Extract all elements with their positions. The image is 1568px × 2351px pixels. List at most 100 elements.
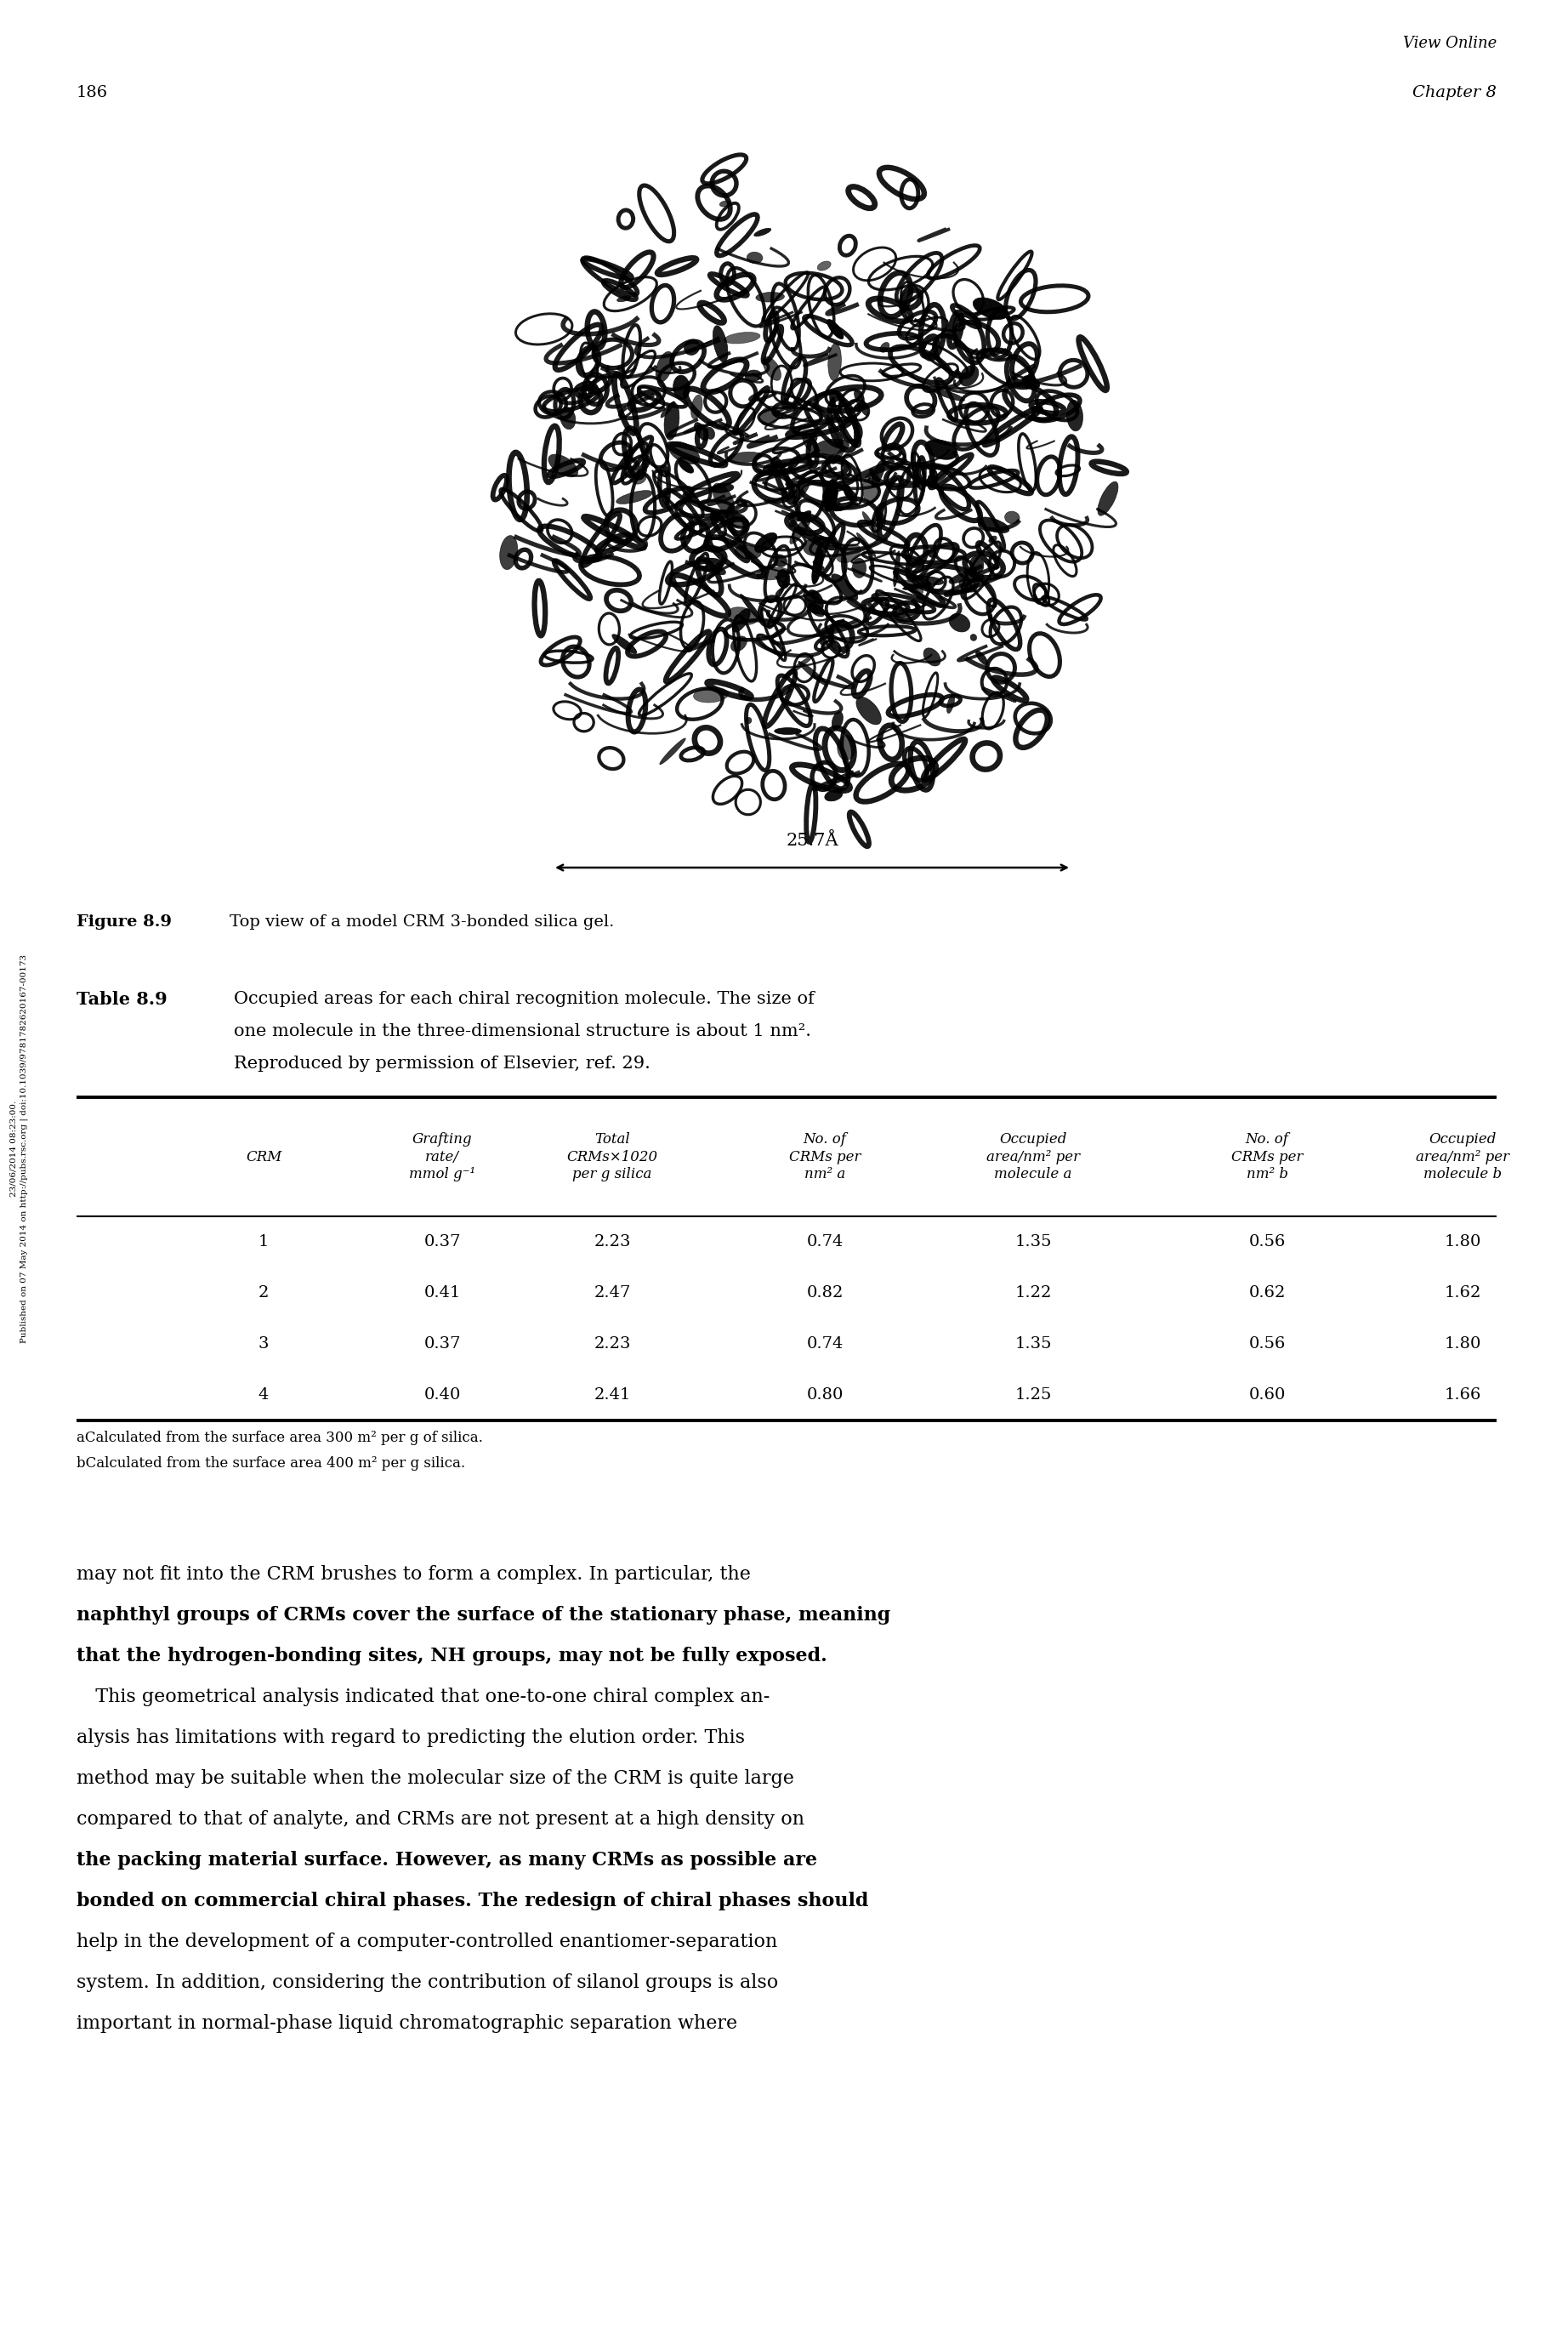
Ellipse shape (811, 607, 823, 616)
Text: 2.41: 2.41 (594, 1387, 630, 1404)
Text: 1.22: 1.22 (1014, 1286, 1052, 1300)
Ellipse shape (974, 299, 1008, 320)
Ellipse shape (836, 543, 861, 562)
Ellipse shape (1066, 400, 1083, 430)
Ellipse shape (668, 442, 699, 463)
Ellipse shape (673, 376, 690, 400)
Text: 0.82: 0.82 (806, 1286, 844, 1300)
Ellipse shape (684, 339, 699, 355)
Ellipse shape (814, 440, 848, 454)
Ellipse shape (754, 228, 771, 237)
Ellipse shape (740, 595, 762, 621)
Ellipse shape (612, 635, 637, 654)
Text: 186: 186 (77, 85, 108, 101)
Ellipse shape (764, 357, 781, 381)
Text: 23/06/2014 08:23:00.
Published on 07 May 2014 on http://pubs.rsc.org | doi:10.10: 23/06/2014 08:23:00. Published on 07 May… (9, 955, 28, 1342)
Ellipse shape (949, 614, 971, 632)
Text: 2: 2 (259, 1286, 268, 1300)
Text: 1.66: 1.66 (1444, 1387, 1482, 1404)
Ellipse shape (693, 686, 729, 703)
Ellipse shape (877, 513, 886, 527)
Ellipse shape (975, 651, 988, 665)
Ellipse shape (759, 407, 779, 426)
Text: Table 8.9: Table 8.9 (77, 990, 168, 1009)
Ellipse shape (691, 395, 702, 418)
Text: No. of
CRMs per
nm² a: No. of CRMs per nm² a (789, 1131, 861, 1183)
Ellipse shape (746, 252, 762, 263)
Ellipse shape (732, 609, 750, 632)
Ellipse shape (782, 656, 814, 677)
Ellipse shape (773, 555, 787, 567)
Ellipse shape (630, 470, 646, 484)
Text: 1.80: 1.80 (1444, 1234, 1482, 1248)
Ellipse shape (665, 402, 679, 440)
Text: the packing material surface. However, as many CRMs as possible are: the packing material surface. However, a… (77, 1850, 817, 1869)
Ellipse shape (616, 491, 652, 503)
Ellipse shape (793, 484, 809, 503)
Ellipse shape (837, 736, 856, 759)
Text: naphthyl groups of CRMs cover the surface of the stationary phase, meaning: naphthyl groups of CRMs cover the surfac… (77, 1606, 891, 1625)
Text: alysis has limitations with regard to predicting the elution order. This: alysis has limitations with regard to pr… (77, 1728, 745, 1747)
Ellipse shape (728, 451, 762, 463)
Text: 1.62: 1.62 (1444, 1286, 1482, 1300)
Ellipse shape (844, 484, 853, 501)
Ellipse shape (735, 545, 760, 560)
Ellipse shape (856, 534, 875, 557)
Ellipse shape (706, 428, 715, 440)
Ellipse shape (809, 433, 817, 442)
Ellipse shape (971, 557, 983, 574)
Ellipse shape (828, 343, 842, 381)
Text: Figure 8.9: Figure 8.9 (77, 915, 172, 929)
Ellipse shape (853, 557, 866, 578)
Text: one molecule in the three-dimensional structure is about 1 nm².: one molecule in the three-dimensional st… (234, 1023, 811, 1039)
Text: View Online: View Online (1403, 35, 1496, 52)
Ellipse shape (927, 550, 936, 557)
Ellipse shape (855, 390, 869, 416)
Text: 2.23: 2.23 (594, 1335, 630, 1352)
Text: 1.35: 1.35 (1014, 1234, 1052, 1248)
Text: 1.35: 1.35 (1014, 1335, 1052, 1352)
Ellipse shape (989, 536, 997, 543)
Ellipse shape (833, 712, 844, 729)
Ellipse shape (828, 320, 844, 339)
Ellipse shape (500, 536, 517, 569)
Ellipse shape (823, 480, 837, 513)
Ellipse shape (817, 261, 831, 270)
Ellipse shape (811, 590, 818, 600)
Ellipse shape (776, 569, 790, 588)
Ellipse shape (919, 576, 944, 585)
Ellipse shape (803, 433, 818, 454)
Ellipse shape (775, 729, 801, 734)
Text: 0.40: 0.40 (423, 1387, 461, 1404)
Text: 1.25: 1.25 (1014, 1387, 1052, 1404)
Ellipse shape (724, 331, 760, 343)
Ellipse shape (1022, 376, 1040, 390)
Text: bonded on commercial chiral phases. The redesign of chiral phases should: bonded on commercial chiral phases. The … (77, 1893, 869, 1911)
Ellipse shape (833, 447, 845, 463)
Ellipse shape (825, 790, 842, 802)
Text: 0.41: 0.41 (423, 1286, 461, 1300)
Text: system. In addition, considering the contribution of silanol groups is also: system. In addition, considering the con… (77, 1972, 778, 1991)
Ellipse shape (560, 407, 575, 430)
Text: aCalculated from the surface area 300 m² per g of silica.: aCalculated from the surface area 300 m²… (77, 1432, 483, 1446)
Ellipse shape (831, 574, 858, 600)
Text: Occupied
area/nm² per
molecule a: Occupied area/nm² per molecule a (986, 1131, 1080, 1183)
Ellipse shape (754, 534, 778, 552)
Text: that the hydrogen-bonding sites, NH groups, may not be fully exposed.: that the hydrogen-bonding sites, NH grou… (77, 1646, 828, 1665)
Ellipse shape (933, 388, 964, 402)
Ellipse shape (756, 567, 789, 581)
Ellipse shape (655, 353, 673, 383)
Ellipse shape (745, 369, 762, 381)
Text: 1.80: 1.80 (1444, 1335, 1482, 1352)
Ellipse shape (872, 461, 884, 487)
Ellipse shape (712, 513, 745, 527)
Text: 0.62: 0.62 (1248, 1286, 1286, 1300)
Text: 0.37: 0.37 (423, 1335, 461, 1352)
Text: 1: 1 (259, 1234, 268, 1248)
Ellipse shape (977, 517, 1010, 534)
Ellipse shape (947, 694, 955, 712)
Text: 3: 3 (259, 1335, 270, 1352)
Text: 2.23: 2.23 (594, 1234, 630, 1248)
Ellipse shape (924, 649, 941, 665)
Text: Total
CRMs×1020
per g silica: Total CRMs×1020 per g silica (566, 1131, 659, 1183)
